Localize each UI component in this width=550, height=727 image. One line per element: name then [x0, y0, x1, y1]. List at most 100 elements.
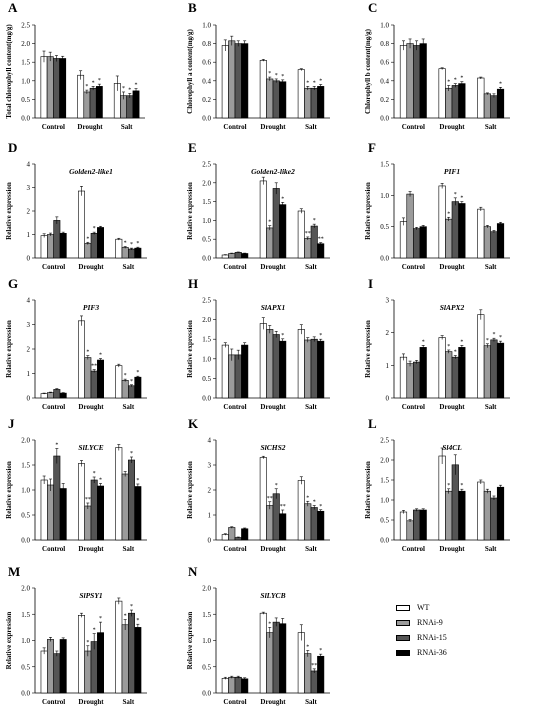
- significance-mark-a: *: [128, 87, 131, 93]
- panel-letter-j: J: [8, 416, 15, 431]
- bar-b: [297, 69, 305, 119]
- significance-mark-m: *: [136, 618, 139, 624]
- bar-j: [40, 479, 48, 541]
- bar-n: [259, 612, 267, 694]
- x-tick-label-m: Control: [42, 698, 65, 706]
- x-tick-label-g: Control: [42, 403, 65, 411]
- y-tick-label-k: 1: [208, 512, 212, 520]
- significance-mark-i: *: [454, 350, 457, 356]
- y-tick-label-g: 2: [27, 346, 31, 354]
- y-tick-label-k: 4: [208, 437, 212, 445]
- bar-i: [419, 347, 427, 399]
- panel-title-m: SlPSY1: [79, 591, 102, 600]
- bar-i: [490, 339, 498, 399]
- bar-j: [134, 486, 142, 541]
- bar-j: [97, 485, 104, 541]
- y-axis-label-b: Chlorophyll a content(mg/g): [186, 29, 194, 114]
- x-tick-label-l: Drought: [439, 545, 465, 553]
- y-tick-label-m: 1.5: [21, 611, 30, 619]
- y-tick-label-m: 0.0: [21, 690, 30, 698]
- significance-mark-a: *: [122, 86, 125, 92]
- significance-mark-g: *: [136, 370, 139, 376]
- bar-k: [221, 534, 229, 541]
- x-tick-label-m: Drought: [78, 698, 104, 706]
- bar-b: [310, 87, 318, 119]
- significance-mark-b: *: [306, 80, 309, 86]
- bar-f: [413, 228, 421, 259]
- bar-c: [399, 45, 408, 119]
- y-tick-label-l: 2.0: [380, 457, 389, 465]
- x-tick-label-h: Control: [223, 403, 246, 411]
- y-tick-label-d: 3: [27, 184, 31, 192]
- panel-letter-m: M: [8, 564, 20, 579]
- bar-i: [438, 337, 446, 399]
- bar-b: [228, 40, 236, 119]
- x-tick-label-c: Drought: [439, 123, 465, 131]
- bar-b: [221, 45, 229, 119]
- bar-d: [97, 227, 104, 259]
- bar-l: [438, 455, 446, 541]
- significance-mark-f: *: [460, 196, 463, 202]
- x-tick-label-l: Salt: [485, 545, 497, 553]
- y-axis-label-g: Relative expression: [5, 320, 13, 378]
- y-tick-label-b: 0.6: [202, 59, 211, 67]
- bar-f: [419, 226, 427, 259]
- significance-mark-d: *: [124, 240, 127, 246]
- bar-n: [317, 655, 325, 694]
- bar-g: [59, 392, 67, 399]
- bar-k: [304, 503, 312, 541]
- bar-i: [483, 345, 491, 399]
- y-axis-label-d: Relative expression: [5, 182, 13, 240]
- significance-mark-k: **: [267, 496, 273, 502]
- significance-mark-g: **: [91, 364, 97, 370]
- bar-k: [272, 493, 280, 541]
- bar-n: [272, 621, 280, 694]
- legend-swatch-wt: [396, 604, 410, 611]
- x-tick-label-a: Drought: [77, 123, 103, 131]
- panel-title-h: SlAPX1: [261, 303, 286, 312]
- x-tick-label-k: Salt: [305, 545, 317, 553]
- significance-mark-b: *: [275, 73, 278, 79]
- legend-item-rnai-15: RNAi-15: [396, 630, 506, 645]
- bar-h: [234, 354, 242, 399]
- bar-k: [259, 457, 267, 541]
- bar-c: [438, 68, 446, 119]
- bar-n: [241, 678, 249, 694]
- x-tick-label-k: Drought: [260, 545, 286, 553]
- x-tick-label-b: Salt: [305, 123, 317, 131]
- bar-c: [419, 43, 427, 119]
- bar-b: [317, 86, 325, 119]
- y-tick-label-h: 0.5: [202, 375, 211, 383]
- x-tick-label-j: Control: [42, 545, 65, 553]
- significance-mark-j: *: [55, 443, 58, 449]
- bar-k: [297, 480, 305, 541]
- bar-e: [304, 238, 312, 259]
- y-tick-label-e: 1.5: [202, 198, 211, 206]
- bar-a: [95, 86, 103, 119]
- bar-a: [126, 95, 134, 119]
- y-tick-label-b: 0.4: [202, 77, 211, 85]
- bar-l: [477, 481, 485, 541]
- bar-i: [413, 361, 421, 399]
- bar-m: [128, 612, 135, 694]
- bar-n: [297, 632, 305, 694]
- significance-mark-j: **: [85, 497, 91, 503]
- y-tick-label-a: 2.5: [21, 22, 30, 30]
- y-axis-label-c: Chlorophyll b content(mg/g): [364, 28, 372, 114]
- bar-l: [496, 486, 505, 541]
- significance-mark-d: *: [86, 236, 89, 242]
- bar-c: [451, 85, 459, 119]
- panel-letter-b: B: [188, 0, 197, 15]
- x-tick-label-g: Salt: [122, 403, 134, 411]
- bar-c: [406, 43, 414, 119]
- y-tick-label-g: 0: [27, 395, 31, 403]
- bar-h: [304, 339, 312, 399]
- y-axis-label-e: Relative expression: [186, 182, 194, 240]
- x-tick-label-i: Control: [402, 403, 425, 411]
- y-tick-label-a: 0.5: [21, 96, 30, 104]
- bar-k: [266, 505, 274, 541]
- bar-l: [406, 520, 414, 541]
- significance-mark-i: *: [499, 335, 502, 341]
- y-tick-label-m: 1.0: [21, 637, 30, 645]
- y-tick-label-j: 0.0: [21, 537, 30, 545]
